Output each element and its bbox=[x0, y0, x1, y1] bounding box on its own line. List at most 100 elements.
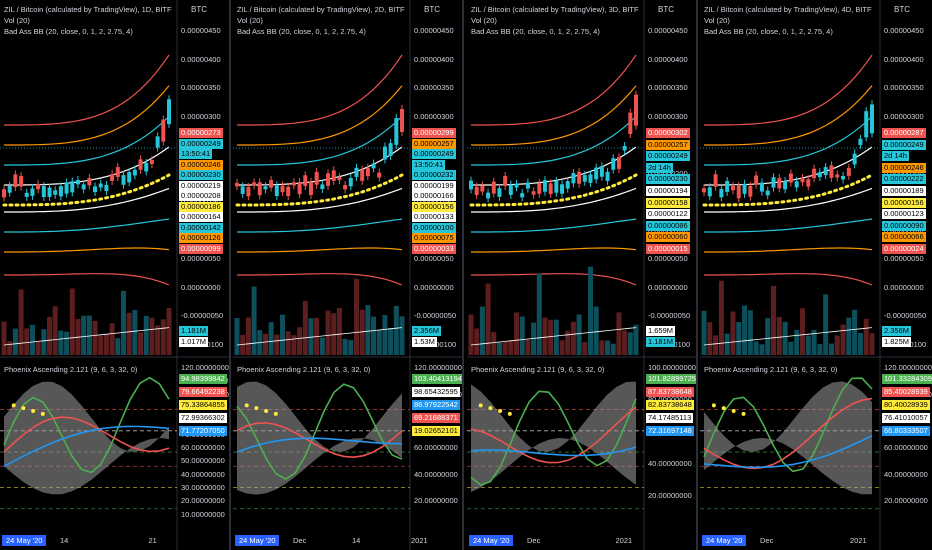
osc-badge: 66.80333507 bbox=[882, 426, 930, 436]
price-axis-label: 0.00000150 bbox=[181, 197, 221, 206]
volume-bar bbox=[531, 322, 537, 355]
candle-body bbox=[806, 179, 811, 187]
volume-legend[interactable]: Vol (20) bbox=[4, 16, 30, 25]
bb-lower-4 bbox=[471, 273, 637, 286]
volume-bar bbox=[559, 340, 565, 355]
chart-canvas[interactable] bbox=[233, 0, 462, 550]
bb-lower-1 bbox=[471, 187, 637, 213]
chart-title[interactable]: ZIL / Bitcoin (calculated by TradingView… bbox=[471, 5, 639, 14]
candle-body bbox=[783, 181, 788, 190]
candle-body bbox=[870, 104, 874, 134]
volume-bar bbox=[149, 317, 155, 355]
price-axis-label: 0.00000150 bbox=[414, 197, 454, 206]
volume-bar bbox=[274, 334, 280, 355]
panel-separator[interactable] bbox=[462, 0, 464, 550]
candle-body bbox=[2, 189, 6, 198]
price-badge: 0.00000024 bbox=[882, 244, 926, 254]
bb-lower-275 bbox=[704, 247, 873, 253]
oscillator-legend[interactable]: Phoenix Ascending 2.121 (9, 6, 3, 32, 0) bbox=[4, 365, 138, 374]
volume-bar bbox=[605, 340, 611, 355]
price-axis-label: 0.00000400 bbox=[884, 54, 924, 64]
oscillator-legend[interactable]: Phoenix Ascending 2.121 (9, 6, 3, 32, 0) bbox=[704, 365, 838, 374]
osc-badge: 76.41010057 bbox=[882, 413, 930, 423]
chart-panel-2[interactable]: ZIL / Bitcoin (calculated by TradingView… bbox=[233, 0, 462, 550]
chart-panel-3[interactable]: ZIL / Bitcoin (calculated by TradingView… bbox=[467, 0, 696, 550]
candle-body bbox=[713, 174, 718, 187]
volume-bar bbox=[502, 342, 508, 355]
volume-legend[interactable]: Vol (20) bbox=[471, 16, 497, 25]
panel-separator[interactable] bbox=[696, 0, 698, 550]
candle-body bbox=[582, 175, 587, 182]
volume-legend[interactable]: Vol (20) bbox=[704, 16, 730, 25]
volume-bar bbox=[718, 280, 724, 355]
volume-bar bbox=[308, 318, 314, 355]
candle-body bbox=[132, 169, 137, 176]
osc-signal-dot bbox=[264, 409, 269, 413]
price-axis-label: 0.00000350 bbox=[181, 83, 221, 92]
bb-legend[interactable]: Bad Ass BB (20, close, 0, 1, 2, 2.75, 4) bbox=[4, 27, 133, 36]
date-marker[interactable]: 24 May '20 bbox=[2, 535, 47, 546]
date-marker[interactable]: 24 May '20 bbox=[469, 535, 514, 546]
osc-badge: 79.66492238 bbox=[179, 387, 227, 397]
bb-legend[interactable]: Bad Ass BB (20, close, 0, 1, 2, 2.75, 4) bbox=[704, 27, 833, 36]
price-axis-label: 0.00000300 bbox=[414, 111, 454, 121]
chart-title[interactable]: ZIL / Bitcoin (calculated by TradingView… bbox=[237, 5, 405, 14]
volume-bar bbox=[593, 306, 599, 355]
candle-body bbox=[252, 182, 257, 186]
osc-badge: 101.33284309 bbox=[882, 374, 932, 384]
volume-bar bbox=[724, 333, 730, 355]
volume-bar bbox=[353, 278, 359, 355]
bb-lower-4 bbox=[237, 273, 403, 286]
oscillator-legend[interactable]: Phoenix Ascending 2.121 (9, 6, 3, 32, 0) bbox=[237, 365, 371, 374]
chart-title[interactable]: ZIL / Bitcoin (calculated by TradingView… bbox=[4, 5, 172, 14]
candle-body bbox=[257, 182, 262, 196]
chart-title[interactable]: ZIL / Bitcoin (calculated by TradingView… bbox=[704, 5, 872, 14]
volume-bar bbox=[468, 314, 474, 355]
date-marker[interactable]: 24 May '20 bbox=[235, 535, 280, 546]
price-axis-label: 0.00000350 bbox=[414, 83, 454, 92]
volume-bar bbox=[846, 317, 852, 355]
candle-body bbox=[748, 185, 753, 197]
chart-canvas[interactable] bbox=[700, 0, 932, 550]
volume-bar bbox=[823, 294, 829, 355]
candle-body bbox=[765, 190, 770, 196]
oscillator-legend[interactable]: Phoenix Ascending 2.121 (9, 6, 3, 32, 0) bbox=[471, 365, 605, 374]
osc-axis-label: 60.00000000 bbox=[414, 443, 458, 452]
volume-bar bbox=[132, 309, 138, 355]
chart-panel-4[interactable]: ZIL / Bitcoin (calculated by TradingView… bbox=[700, 0, 932, 550]
price-axis-label: 0.00000000 bbox=[414, 282, 454, 292]
candle-body bbox=[771, 177, 776, 188]
osc-axis-label: 100.00000000 bbox=[648, 363, 696, 372]
bb-upper-275 bbox=[4, 85, 170, 146]
bb-legend[interactable]: Bad Ass BB (20, close, 0, 1, 2, 2.75, 4) bbox=[237, 27, 366, 36]
candle-body bbox=[354, 167, 359, 177]
candle-body bbox=[736, 185, 741, 199]
panel-separator[interactable] bbox=[229, 0, 231, 550]
price-axis-label: 0.00000400 bbox=[414, 54, 454, 64]
price-badge: 0.00000075 bbox=[412, 233, 456, 244]
candle-body bbox=[835, 174, 840, 178]
time-axis-label: 14 bbox=[352, 536, 361, 545]
volume-bar bbox=[742, 305, 748, 355]
volume-bar bbox=[240, 334, 246, 355]
osc-badge: 71.77207050 bbox=[179, 426, 227, 436]
osc-badge: 80.40028939 bbox=[882, 400, 930, 410]
bb-legend[interactable]: Bad Ass BB (20, close, 0, 1, 2, 2.75, 4) bbox=[471, 27, 600, 36]
volume-bar bbox=[496, 342, 502, 355]
time-axis-label: 2021 bbox=[411, 536, 428, 545]
price-axis-label: 0.00000450 bbox=[414, 26, 454, 35]
chart-canvas[interactable] bbox=[0, 0, 229, 550]
price-axis-label: 0.00000400 bbox=[648, 54, 688, 64]
osc-badge: 103.40413194 bbox=[412, 374, 462, 384]
volume-bar bbox=[508, 340, 514, 355]
price-badge: 0.00000166 bbox=[412, 191, 456, 202]
chart-canvas[interactable] bbox=[467, 0, 696, 550]
chart-panel-1[interactable]: ZIL / Bitcoin (calculated by TradingView… bbox=[0, 0, 229, 550]
volume-legend[interactable]: Vol (20) bbox=[237, 16, 263, 25]
candle-body bbox=[53, 190, 58, 195]
date-marker[interactable]: 24 May '20 bbox=[702, 535, 747, 546]
candle-body bbox=[554, 180, 559, 193]
volume-bar bbox=[610, 343, 616, 355]
volume-bar bbox=[388, 327, 394, 355]
price-badge: 0.00000222 bbox=[882, 174, 926, 185]
